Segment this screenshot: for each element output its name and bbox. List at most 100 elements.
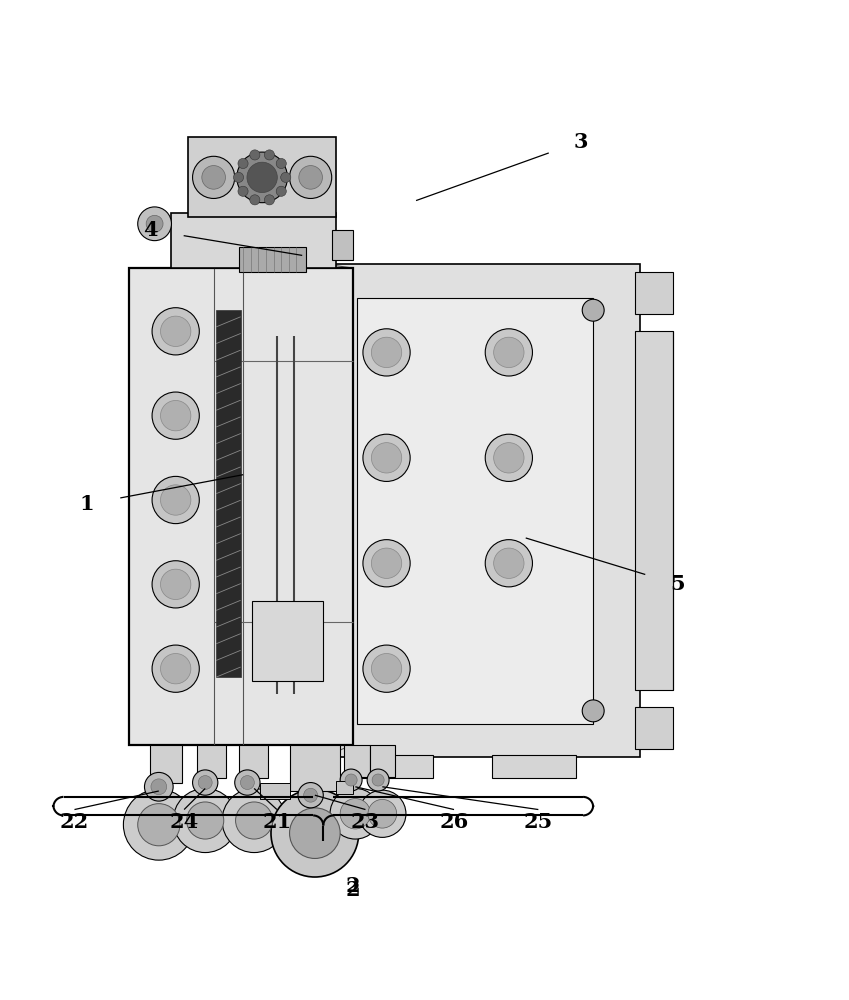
Circle shape: [363, 540, 410, 587]
Circle shape: [144, 772, 173, 801]
Circle shape: [160, 400, 191, 431]
Circle shape: [271, 789, 359, 877]
Circle shape: [359, 790, 406, 837]
Bar: [129, 268, 353, 745]
Bar: [332, 230, 353, 260]
Circle shape: [582, 700, 604, 722]
Text: 22: 22: [59, 812, 89, 832]
Circle shape: [371, 337, 402, 368]
Circle shape: [233, 172, 244, 182]
Circle shape: [146, 215, 163, 232]
Bar: [635, 272, 673, 314]
Text: 24: 24: [170, 812, 199, 832]
Circle shape: [264, 150, 274, 160]
Bar: [357, 298, 593, 724]
Circle shape: [123, 789, 194, 860]
Circle shape: [202, 166, 226, 189]
Bar: [239, 745, 268, 778]
Circle shape: [276, 186, 286, 196]
Circle shape: [250, 150, 260, 160]
Circle shape: [152, 561, 200, 608]
Circle shape: [486, 434, 532, 481]
Circle shape: [372, 774, 384, 786]
Text: 25: 25: [524, 812, 553, 832]
Circle shape: [235, 802, 273, 839]
Text: 3: 3: [573, 132, 588, 152]
Circle shape: [298, 783, 323, 808]
Bar: [635, 707, 673, 749]
Circle shape: [367, 769, 389, 791]
Circle shape: [138, 207, 171, 241]
Circle shape: [363, 434, 410, 481]
Circle shape: [237, 152, 288, 203]
Circle shape: [493, 443, 524, 473]
Circle shape: [340, 769, 362, 791]
Circle shape: [304, 788, 318, 802]
Bar: [260, 783, 290, 799]
Text: 21: 21: [262, 812, 291, 832]
Bar: [492, 755, 576, 778]
Circle shape: [238, 158, 248, 169]
Circle shape: [152, 476, 200, 524]
Text: 23: 23: [351, 812, 380, 832]
Circle shape: [371, 443, 402, 473]
Bar: [150, 745, 183, 783]
Circle shape: [290, 808, 340, 858]
Circle shape: [234, 770, 260, 795]
Circle shape: [160, 316, 191, 346]
Circle shape: [152, 645, 200, 692]
Circle shape: [238, 186, 248, 196]
Circle shape: [173, 788, 237, 853]
Circle shape: [493, 337, 524, 368]
Circle shape: [493, 548, 524, 578]
Text: 2: 2: [346, 880, 360, 900]
Circle shape: [486, 540, 532, 587]
Bar: [336, 781, 353, 794]
Text: 1: 1: [80, 494, 94, 514]
Text: 26: 26: [440, 812, 469, 832]
Circle shape: [247, 162, 278, 193]
Circle shape: [152, 308, 200, 355]
Circle shape: [160, 654, 191, 684]
Bar: [369, 745, 395, 777]
Circle shape: [264, 195, 274, 205]
Circle shape: [281, 172, 291, 182]
Circle shape: [582, 299, 604, 321]
Bar: [216, 310, 240, 677]
Circle shape: [363, 645, 410, 692]
Bar: [251, 601, 323, 681]
Circle shape: [222, 788, 286, 853]
Bar: [349, 755, 433, 778]
Circle shape: [240, 776, 255, 790]
Circle shape: [299, 166, 323, 189]
Circle shape: [276, 158, 286, 169]
Circle shape: [138, 804, 180, 846]
Bar: [197, 745, 227, 778]
Circle shape: [160, 485, 191, 515]
Text: 4: 4: [143, 220, 158, 240]
Circle shape: [368, 799, 396, 828]
Circle shape: [345, 774, 357, 786]
Circle shape: [371, 654, 402, 684]
Text: 5: 5: [670, 574, 685, 594]
Circle shape: [363, 329, 410, 376]
Bar: [171, 213, 336, 268]
Bar: [290, 745, 340, 791]
Circle shape: [330, 788, 380, 839]
Circle shape: [151, 779, 166, 795]
Circle shape: [193, 156, 234, 198]
Bar: [323, 264, 639, 757]
Circle shape: [250, 195, 260, 205]
Circle shape: [199, 776, 212, 790]
Circle shape: [290, 156, 332, 198]
Circle shape: [340, 799, 370, 829]
Bar: [635, 331, 673, 690]
Bar: [345, 745, 369, 777]
Circle shape: [152, 392, 200, 439]
Text: 2: 2: [346, 876, 360, 896]
Circle shape: [486, 329, 532, 376]
Bar: [188, 137, 336, 217]
Circle shape: [371, 548, 402, 578]
Circle shape: [187, 802, 224, 839]
Circle shape: [160, 569, 191, 600]
